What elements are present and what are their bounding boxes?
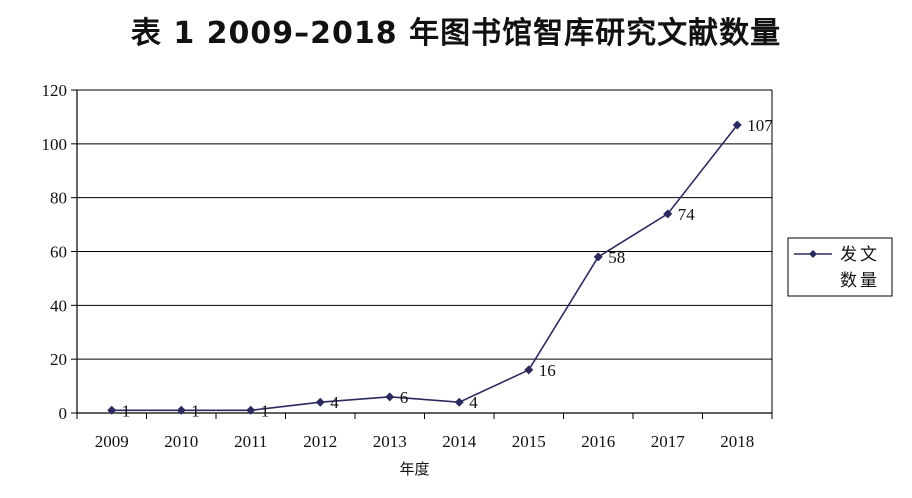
chart-title: 表 1 2009–2018 年图书馆智库研究文献数量: [130, 16, 782, 51]
data-point-marker: [663, 209, 673, 219]
y-tick-label: 0: [59, 404, 68, 423]
data-point-marker: [176, 405, 186, 415]
legend-label: 数量: [840, 271, 880, 291]
y-tick-label: 100: [42, 135, 68, 154]
legend-label: 发文: [840, 245, 880, 265]
x-tick-label: 2011: [234, 432, 267, 451]
gridlines: [77, 89, 772, 360]
data-label: 4: [469, 393, 478, 412]
x-tick-label: 2014: [442, 432, 477, 451]
data-point-marker: [315, 397, 325, 407]
y-tick-label: 120: [42, 81, 68, 100]
legend-box: [787, 237, 893, 297]
x-tick-label: 2015: [512, 432, 546, 451]
y-tick-label: 60: [50, 243, 67, 262]
x-tick-label: 2010: [164, 432, 198, 451]
data-point-marker: [593, 252, 603, 262]
x-tick-label: 2016: [581, 432, 615, 451]
y-tick-labels: 0 20 40 60 80 100 120: [42, 81, 68, 423]
data-label: 58: [608, 248, 625, 267]
data-point-marker: [385, 392, 395, 402]
legend-marker: [809, 250, 817, 258]
y-tick-label: 40: [50, 296, 67, 315]
data-point-marker: [246, 405, 256, 415]
data-label: 1: [261, 401, 270, 420]
data-label: 1: [191, 401, 200, 420]
x-tick-label: 2017: [651, 432, 686, 451]
x-tick-label: 2012: [303, 432, 337, 451]
x-tick-labels: 2009 2010 2011 2012 2013 2014 2015 2016 2017 2018: [95, 432, 755, 451]
y-tick-label: 20: [50, 350, 67, 369]
data-label: 1: [122, 401, 131, 420]
axes: [71, 89, 773, 419]
data-point-marker: [454, 397, 464, 407]
series-group: 1 1 1 4 6 4 16 58 74 107: [107, 116, 773, 420]
data-label: 74: [678, 205, 696, 224]
y-tick-label: 80: [50, 189, 67, 208]
data-point-marker: [524, 365, 534, 375]
x-tick-label: 2009: [95, 432, 129, 451]
data-point-marker: [732, 120, 742, 130]
x-tick-label: 2013: [373, 432, 407, 451]
x-tick-label: 2018: [720, 432, 754, 451]
data-label: 6: [400, 388, 409, 407]
data-label: 107: [747, 116, 773, 135]
data-label: 4: [330, 393, 339, 412]
x-axis-label: 年度: [399, 460, 429, 478]
data-label: 16: [539, 361, 556, 380]
series-line: [111, 124, 738, 412]
data-point-marker: [107, 405, 117, 415]
